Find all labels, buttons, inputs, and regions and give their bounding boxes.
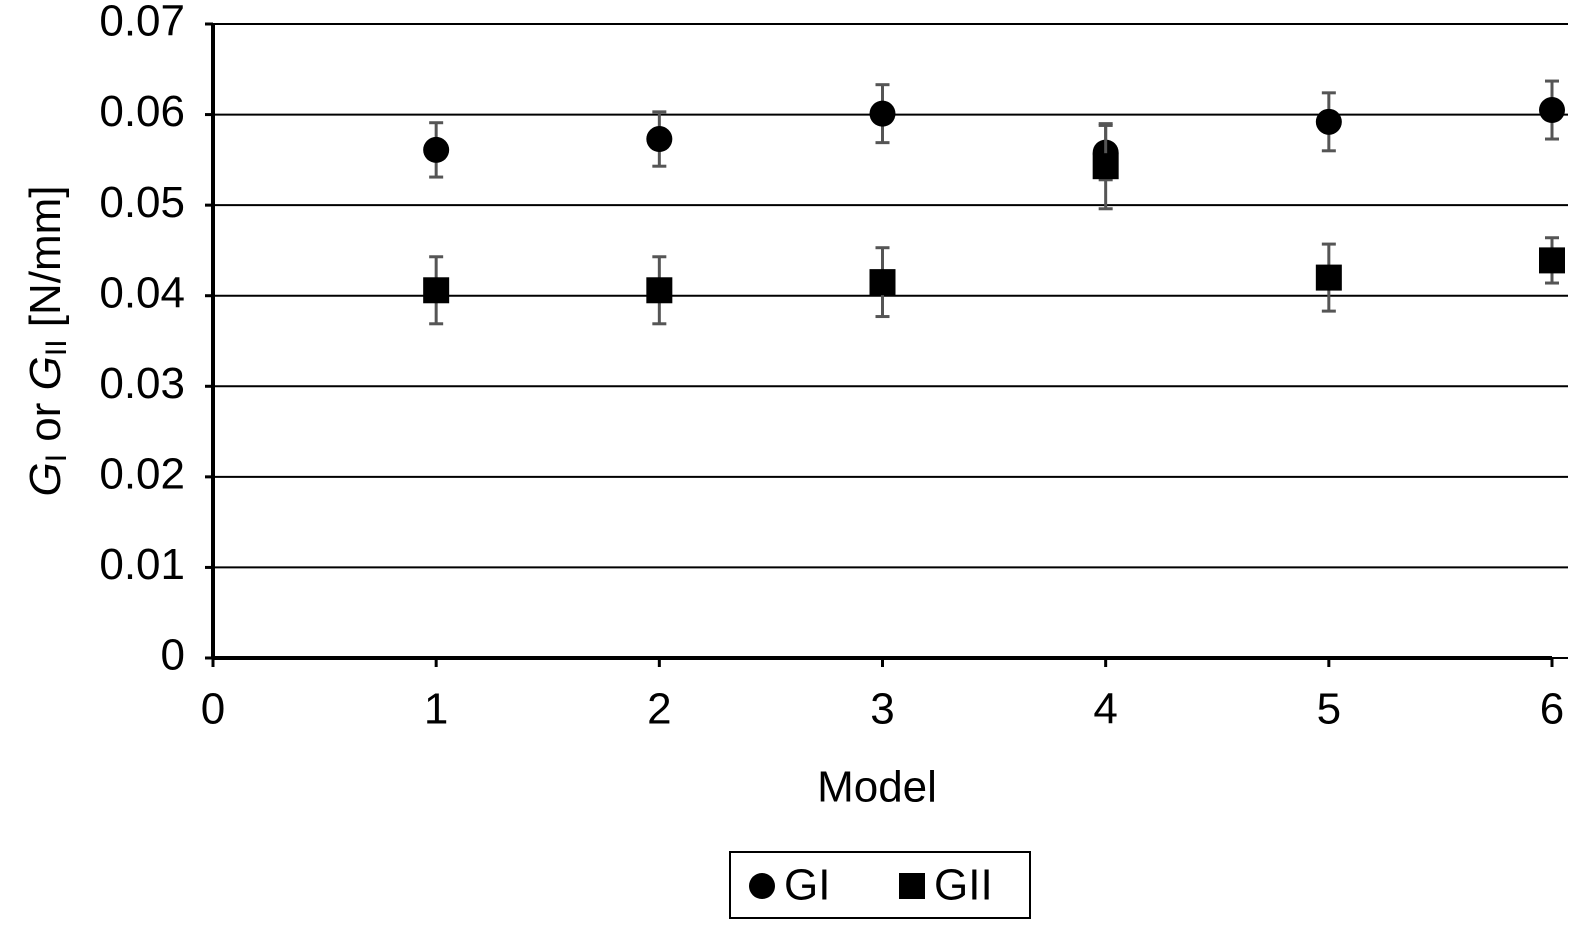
y-tick-label: 0.01 (99, 540, 185, 589)
legend-label: GII (934, 861, 993, 910)
y-tick-label: 0.03 (99, 359, 185, 408)
legend-marker (749, 873, 775, 899)
marker (869, 269, 896, 296)
marker (423, 136, 450, 163)
marker (646, 126, 673, 153)
marker (1315, 264, 1342, 291)
x-tick-label: 0 (201, 685, 225, 734)
legend-label: GI (784, 861, 830, 910)
y-tick-label: 0.07 (99, 0, 185, 46)
marker (423, 277, 450, 304)
marker (869, 100, 896, 127)
x-tick-label: 4 (1093, 685, 1117, 734)
x-tick-label: 3 (870, 685, 894, 734)
x-axis-label: Model (817, 763, 937, 812)
y-label-part: G (21, 462, 70, 496)
y-tick-label: 0.05 (99, 178, 185, 227)
y-label-part: [N/mm] (21, 185, 70, 339)
legend-marker (899, 873, 925, 899)
marker (1315, 108, 1342, 135)
y-tick-label: 0 (161, 631, 185, 680)
x-tick-label: 6 (1540, 685, 1564, 734)
marker (1539, 247, 1565, 274)
marker (1092, 153, 1119, 180)
x-tick-label: 1 (424, 685, 448, 734)
marker (1539, 97, 1565, 124)
y-tick-label: 0.02 (99, 449, 185, 498)
y-tick-label: 0.04 (99, 268, 185, 317)
y-label-part: G (21, 356, 70, 390)
y-tick-label: 0.06 (99, 87, 185, 136)
y-label-part: I (40, 454, 73, 462)
y-label-part: or (21, 390, 70, 454)
x-tick-label: 5 (1317, 685, 1341, 734)
y-axis-label: GI or GII [N/mm] (21, 185, 73, 496)
legend-box (729, 851, 1031, 919)
y-label-part: II (40, 339, 73, 356)
marker (646, 277, 673, 304)
x-tick-label: 2 (647, 685, 671, 734)
